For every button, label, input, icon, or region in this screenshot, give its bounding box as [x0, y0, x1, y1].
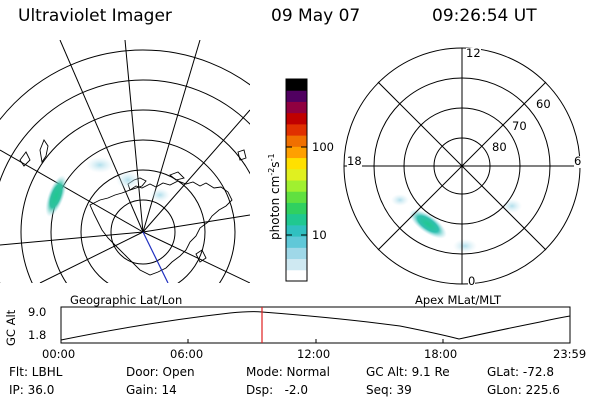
observation-date: 09 May 07: [271, 6, 361, 26]
time-tick-1200: 12:00: [297, 347, 331, 361]
altitude-ytick-max: 9.0: [28, 305, 47, 319]
colorbar-segment: [286, 269, 307, 282]
filter-readout: Flt: LBHL: [9, 365, 63, 379]
gain-readout: Gain: 14: [126, 383, 177, 397]
seq-readout: Seq: 39: [366, 383, 412, 397]
time-tick-1800: 18:00: [424, 347, 458, 361]
mlt-label-0: 0: [468, 274, 476, 288]
aurora-emission-left: [45, 157, 170, 217]
coastline: [19, 139, 247, 276]
aurora-emission-right: [391, 194, 522, 253]
door-readout: Door: Open: [126, 365, 195, 379]
altitude-curve: [60, 311, 571, 341]
colorbar-segment: [286, 112, 307, 125]
mlt-label-18: 18: [347, 154, 362, 168]
colorbar-tick-10: 10: [312, 228, 327, 242]
latitude-circles: [0, 49, 250, 283]
mlat-label-80: 80: [492, 140, 507, 154]
colorbar-segment: [286, 90, 307, 102]
colorbar-segment: [286, 168, 307, 181]
time-tick-2359: 23:59: [553, 347, 587, 361]
glat-readout: GLat: -72.8: [487, 365, 554, 379]
time-tick-0600: 06:00: [170, 347, 204, 361]
colorbar-segment: [286, 79, 307, 91]
gc-alt-readout: GC Alt: 9.1 Re: [366, 365, 450, 379]
colorbar-segment: [286, 101, 307, 114]
colorbar-segment: [286, 180, 307, 192]
dsp-readout: Dsp: -2.0: [246, 383, 309, 397]
dial-label: Apex MLat/MLT: [415, 293, 502, 307]
mlt-label-12: 12: [466, 46, 481, 60]
terminator-line: [142, 231, 169, 283]
colorbar-tick-100: 100: [312, 140, 334, 154]
time-tick-0000: 00:00: [42, 347, 76, 361]
colorbar-segment: [286, 146, 307, 159]
colorbar-segment: [286, 224, 307, 237]
colorbar-segment: [286, 258, 307, 271]
mlt-label-6: 6: [574, 154, 582, 168]
geographic-map-label: Geographic Lat/Lon: [70, 293, 183, 307]
colorbar-segment: [286, 135, 307, 147]
longitude-lines: [0, 40, 250, 283]
colorbar-segment: [286, 123, 307, 136]
altitude-ytick-min: 1.8: [28, 328, 47, 342]
dial-diagonal-2: [377, 81, 547, 251]
colorbar-segment: [286, 191, 307, 203]
mode-readout: Mode: Normal: [246, 365, 330, 379]
observation-time: 09:26:54 UT: [432, 6, 537, 26]
altitude-axis-label: GC Alt: [4, 309, 18, 346]
colorbar-segment: [286, 236, 307, 248]
colorbar-segment: [286, 157, 307, 170]
instrument-title: Ultraviolet Imager: [18, 6, 172, 26]
colorbar-segment: [286, 202, 307, 215]
ip-readout: IP: 36.0: [9, 383, 55, 397]
colorbar-segment: [286, 213, 307, 226]
glon-readout: GLon: 225.6: [487, 383, 560, 397]
colorbar-segment: [286, 247, 307, 260]
mlat-label-60: 60: [536, 97, 551, 111]
mlat-label-70: 70: [512, 119, 527, 133]
